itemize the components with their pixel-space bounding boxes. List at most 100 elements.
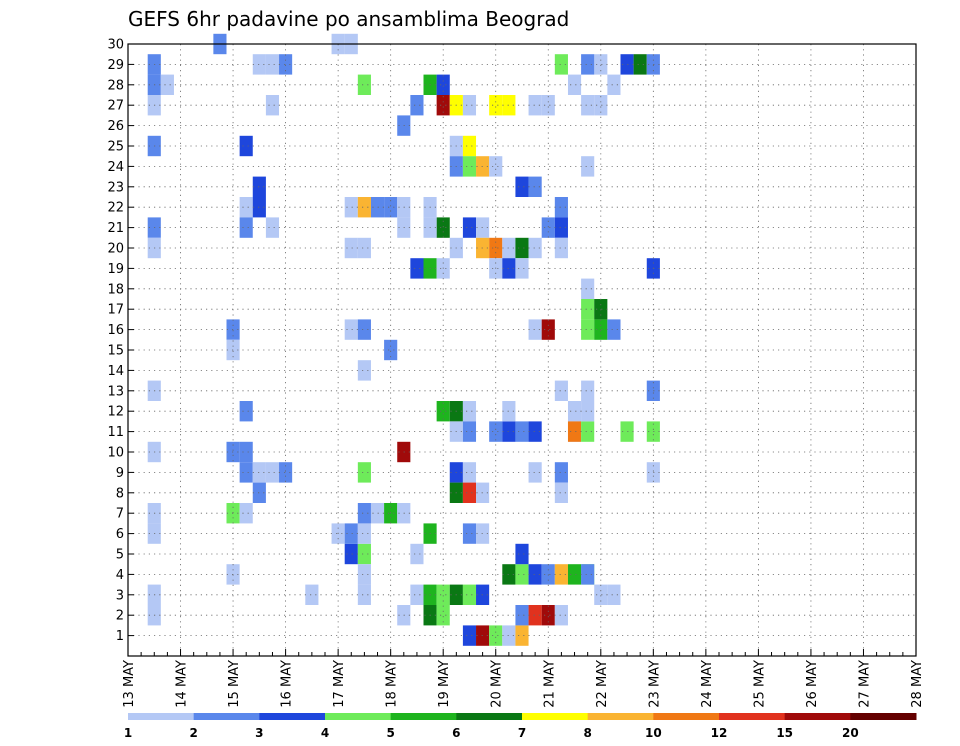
- heatmap-cell: [384, 339, 398, 361]
- y-tick-label: 13: [107, 384, 124, 399]
- x-tick-label: 26 MAY: [805, 660, 820, 708]
- heatmap-cell: [265, 95, 280, 116]
- x-tick-label: 22 MAY: [595, 660, 610, 708]
- heatmap-cell: [252, 482, 266, 503]
- heatmap-cell: [436, 95, 450, 116]
- y-tick-label: 16: [107, 323, 124, 338]
- legend-label: 15: [776, 726, 793, 740]
- heatmap-cell: [567, 74, 582, 95]
- y-tick-label: 18: [107, 282, 124, 297]
- heatmap-cell: [607, 584, 621, 605]
- heatmap-cell: [462, 156, 477, 177]
- heatmap-cell: [607, 74, 621, 95]
- heatmap-cell: [515, 258, 529, 279]
- legend-swatch: [193, 713, 260, 720]
- heatmap-cell: [265, 54, 280, 75]
- heatmap-cell: [581, 299, 595, 320]
- y-tick-label: 24: [107, 160, 124, 175]
- heatmap-cell: [462, 482, 477, 503]
- heatmap-cell: [541, 319, 555, 340]
- y-tick-label: 10: [107, 446, 124, 461]
- heatmap-cell: [567, 401, 582, 422]
- heatmap-cell: [410, 584, 424, 605]
- x-tick-label: 14 MAY: [175, 660, 190, 708]
- x-tick-label: 21 MAY: [542, 660, 557, 708]
- heatmap-cell: [528, 176, 542, 197]
- y-tick-label: 17: [107, 303, 124, 318]
- heatmap-cell: [357, 319, 371, 340]
- x-tick-label: 16 MAY: [280, 660, 295, 708]
- legend-label: 5: [386, 726, 394, 740]
- x-tick-label: 19 MAY: [437, 660, 452, 708]
- heatmap-cell: [581, 319, 595, 340]
- heatmap-cell: [239, 503, 253, 524]
- heatmap-cell: [344, 523, 358, 544]
- color-legend: 1 2 3 4 5 6 7 8 10 12 15 20: [124, 713, 917, 740]
- legend-swatch: [390, 713, 457, 720]
- heatmap-cell: [436, 217, 450, 238]
- y-tick-label: 23: [107, 180, 124, 195]
- heatmap-cell: [384, 197, 398, 218]
- heatmap-cell: [279, 54, 293, 75]
- heatmap-cell: [462, 523, 477, 544]
- heatmap-cell: [357, 543, 371, 565]
- heatmap-cell: [581, 421, 595, 442]
- heatmap-cell: [554, 564, 568, 585]
- x-tick-label: 23 MAY: [647, 660, 662, 708]
- y-tick-labels: 1234567891011121314151617181920212223242…: [107, 38, 124, 645]
- y-tick-label: 29: [107, 58, 124, 73]
- heatmap-cell: [239, 441, 253, 463]
- x-tick-label: 15 MAY: [227, 660, 242, 708]
- x-tick-label: 20 MAY: [490, 660, 505, 708]
- y-tick-label: 11: [107, 425, 124, 440]
- legend-label: 1: [124, 726, 132, 740]
- y-tick-label: 25: [107, 140, 124, 155]
- heatmap-cell: [581, 564, 595, 585]
- y-tick-label: 8: [116, 486, 124, 501]
- heatmap-cell: [528, 564, 542, 585]
- legend-label: 8: [583, 726, 591, 740]
- legend-swatch: [259, 713, 326, 720]
- heatmap-cell: [528, 421, 542, 442]
- heatmap-cell: [239, 401, 253, 422]
- heatmap-cell: [607, 319, 621, 340]
- y-tick-label: 7: [116, 507, 124, 522]
- heatmap-cell: [462, 217, 477, 238]
- x-tick-label: 25 MAY: [752, 660, 767, 708]
- heatmap-cell: [528, 605, 542, 626]
- legend-swatch: [325, 713, 392, 720]
- y-tick-label: 6: [116, 527, 124, 542]
- heatmap-cell: [502, 625, 516, 646]
- x-tick-label: 13 MAY: [122, 660, 137, 708]
- legend-swatch: [653, 713, 720, 720]
- heatmap-cell: [528, 237, 542, 259]
- y-tick-label: 28: [107, 78, 124, 93]
- y-tick-label: 5: [116, 548, 124, 563]
- heatmap-cell: [528, 95, 542, 116]
- legend-label: 12: [711, 726, 728, 740]
- heatmap-cell: [554, 605, 568, 626]
- heatmap-cell: [581, 156, 595, 177]
- heatmap-cell: [410, 543, 424, 565]
- legend-swatch: [850, 713, 917, 720]
- y-tick-label: 2: [116, 609, 124, 624]
- heatmap-cell: [515, 564, 529, 585]
- heatmap-cell: [581, 95, 595, 116]
- heatmap-cell: [515, 176, 529, 197]
- heatmap-cell: [489, 156, 503, 177]
- x-tick-label: 28 MAY: [910, 660, 925, 708]
- heatmap-cell: [252, 176, 266, 197]
- legend-swatch: [587, 713, 654, 720]
- heatmap-cell: [410, 95, 424, 116]
- heatmap-cell: [502, 258, 516, 279]
- legend-swatch: [784, 713, 851, 720]
- heatmap-cell: [554, 237, 568, 259]
- heatmap-cell: [370, 503, 385, 524]
- heatmap-cell: [239, 135, 253, 157]
- heatmap-cell: [436, 584, 450, 605]
- heatmap-cell: [462, 401, 477, 422]
- heatmap-cell: [620, 54, 634, 75]
- heatmap-cell: [581, 54, 595, 75]
- heatmap-cell: [344, 237, 358, 259]
- x-tick-labels: 13 MAY 14 MAY 15 MAY 16 MAY 17 MAY 18 MAY 19 M…: [122, 660, 925, 708]
